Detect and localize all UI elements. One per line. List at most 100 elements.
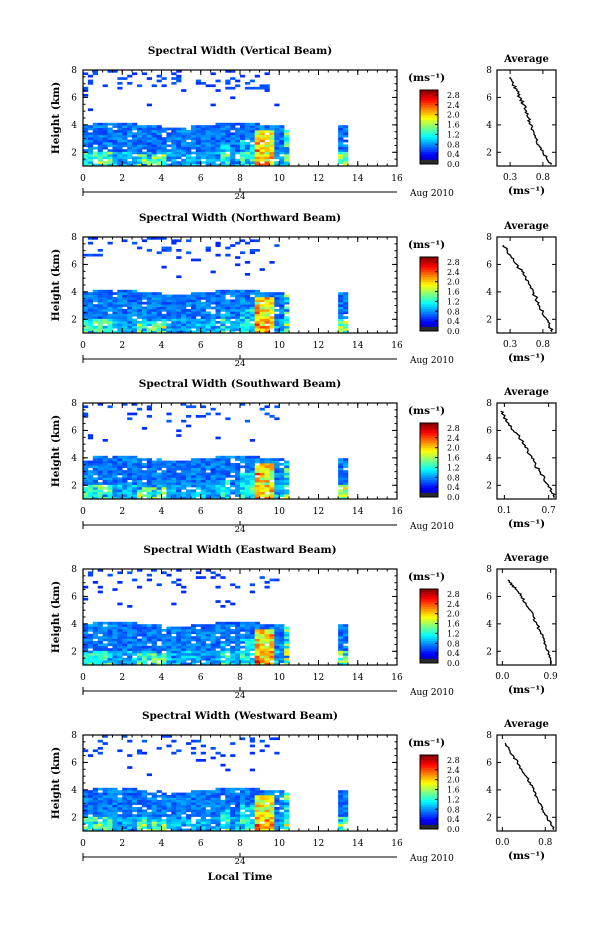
heatmap-cell bbox=[166, 304, 172, 307]
y-tick-label: 6 bbox=[71, 758, 77, 768]
heatmap-cell bbox=[87, 809, 94, 813]
heatmap-cell bbox=[274, 751, 280, 755]
heatmap-cell bbox=[122, 819, 128, 822]
heatmap-cell bbox=[205, 489, 211, 493]
heatmap-cell bbox=[102, 477, 108, 481]
heatmap-cell bbox=[132, 662, 138, 666]
heatmap-cell bbox=[269, 655, 275, 659]
heatmap-cell bbox=[141, 239, 148, 243]
heatmap-cell bbox=[112, 645, 118, 649]
heatmap-cell bbox=[132, 163, 138, 167]
heatmap-cell bbox=[230, 289, 236, 293]
heatmap-cell bbox=[171, 660, 177, 663]
heatmap-cell bbox=[264, 149, 270, 152]
heatmap-cell bbox=[215, 412, 221, 416]
heatmap-cell bbox=[151, 125, 157, 128]
heatmap-cell bbox=[338, 149, 344, 152]
heatmap-cell bbox=[132, 631, 138, 635]
heatmap-cell bbox=[87, 487, 94, 490]
heatmap-cell bbox=[284, 132, 290, 136]
heatmap-cell bbox=[249, 463, 256, 466]
heatmap-cell bbox=[97, 163, 103, 167]
heatmap-cell bbox=[87, 645, 94, 649]
heatmap-cell bbox=[127, 487, 133, 490]
heatmap-cell bbox=[97, 156, 103, 160]
heatmap-cell bbox=[220, 321, 226, 324]
heatmap-cell bbox=[146, 156, 152, 160]
heatmap-cell bbox=[141, 631, 148, 635]
heatmap-cell bbox=[176, 144, 182, 148]
heatmap-cell bbox=[225, 662, 231, 666]
heatmap-cell bbox=[215, 751, 221, 755]
heatmap-cell bbox=[97, 653, 103, 656]
heatmap-cell bbox=[132, 465, 138, 469]
heatmap-cell bbox=[83, 797, 89, 801]
heatmap-cell bbox=[151, 323, 157, 327]
heatmap-cell bbox=[171, 751, 177, 755]
heatmap-cell bbox=[97, 624, 103, 627]
heatmap-cell bbox=[92, 487, 99, 490]
heatmap-cell bbox=[92, 484, 99, 488]
heatmap-cell bbox=[107, 328, 113, 331]
heatmap-cell bbox=[338, 470, 344, 473]
heatmap-cell bbox=[141, 660, 148, 663]
heatmap-cell bbox=[141, 144, 148, 148]
heatmap-cell bbox=[92, 146, 99, 150]
heatmap-cell bbox=[235, 134, 241, 138]
colorbar-band bbox=[420, 455, 438, 458]
heatmap-cell bbox=[240, 792, 246, 796]
heatmap-cell bbox=[249, 636, 256, 639]
heatmap-cell bbox=[146, 631, 152, 635]
heatmap-cell bbox=[254, 299, 260, 303]
heatmap-cell bbox=[190, 470, 197, 473]
heatmap-cell bbox=[269, 297, 275, 300]
heatmap-cell bbox=[166, 657, 172, 661]
heatmap-cell bbox=[200, 139, 206, 143]
heatmap-cell bbox=[83, 313, 89, 317]
heatmap-cell bbox=[136, 795, 143, 798]
heatmap-cell bbox=[146, 318, 152, 322]
heatmap-cell bbox=[195, 645, 202, 649]
heatmap-cell bbox=[274, 484, 280, 488]
x-tick-label: 2 bbox=[119, 673, 125, 683]
heatmap-cell bbox=[244, 641, 251, 644]
colorbar-band bbox=[420, 467, 438, 471]
heatmap-cell bbox=[249, 458, 256, 461]
heatmap-cell bbox=[200, 463, 206, 466]
heatmap-cell bbox=[127, 816, 133, 820]
heatmap-cell bbox=[136, 491, 143, 495]
heatmap-cell bbox=[210, 477, 216, 481]
heatmap-cell bbox=[230, 638, 236, 642]
heatmap-cell bbox=[259, 470, 265, 473]
heatmap-cell bbox=[87, 826, 94, 829]
heatmap-cell bbox=[195, 790, 202, 793]
heatmap-cell bbox=[220, 763, 226, 767]
heatmap-cell bbox=[87, 790, 94, 793]
heatmap-cells bbox=[83, 403, 349, 500]
heatmap-cell bbox=[215, 316, 221, 319]
heatmap-cell bbox=[171, 487, 177, 490]
heatmap-cell bbox=[240, 465, 246, 469]
heatmap-cell bbox=[161, 655, 167, 659]
heatmap-cell bbox=[343, 470, 349, 473]
heatmap-cell bbox=[87, 472, 94, 476]
heatmap-cell bbox=[107, 633, 113, 637]
heatmap-cell bbox=[176, 330, 182, 334]
heatmap-cell bbox=[210, 571, 216, 575]
heatmap-cell bbox=[200, 645, 206, 649]
x-tick-label: 16 bbox=[391, 839, 403, 849]
heatmap-cell bbox=[215, 631, 221, 635]
heatmap-cell bbox=[249, 491, 256, 495]
heatmap-cell bbox=[264, 127, 270, 131]
heatmap-cell bbox=[127, 657, 133, 661]
heatmap-cell bbox=[343, 149, 349, 152]
heatmap-cell bbox=[284, 792, 290, 796]
heatmap-cell bbox=[97, 249, 103, 252]
heatmap-cell bbox=[181, 158, 187, 162]
heatmap-cell bbox=[254, 479, 260, 483]
heatmap-cell bbox=[235, 309, 241, 312]
heatmap-cell bbox=[102, 475, 108, 478]
heatmap-cell bbox=[102, 638, 108, 642]
heatmap-cell bbox=[102, 299, 108, 303]
heatmap-cell bbox=[117, 797, 123, 801]
